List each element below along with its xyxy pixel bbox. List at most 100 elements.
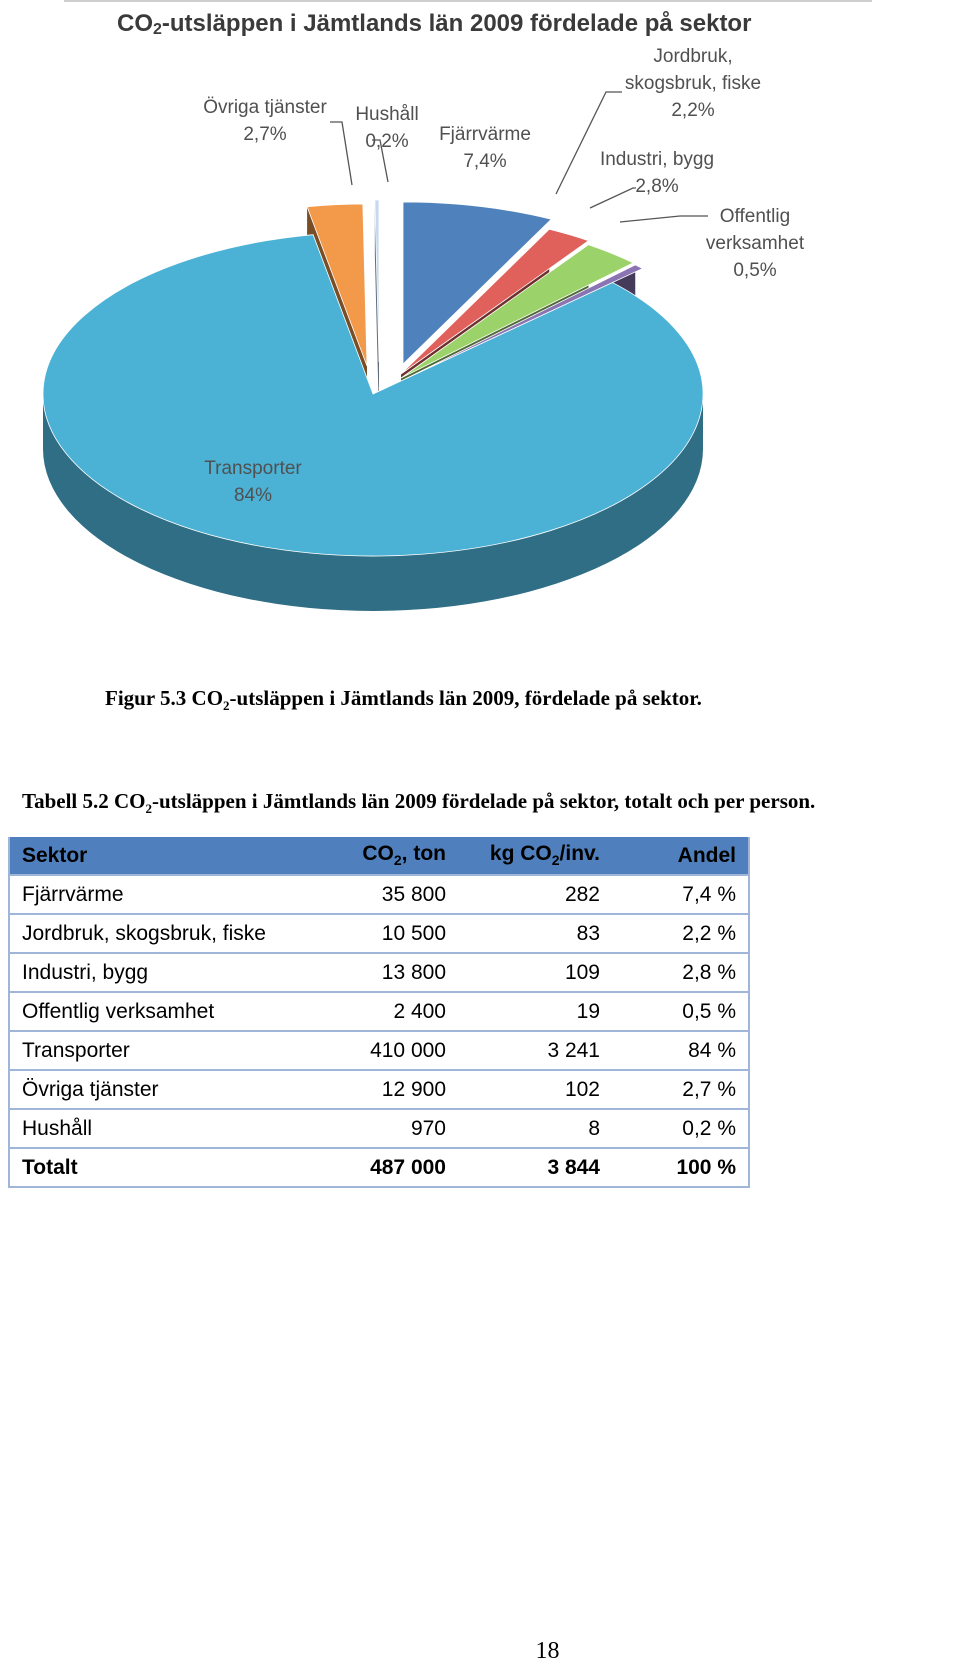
slice-label-line: 7,4% [463,151,506,172]
cell-co2-ton: 35 800 [324,875,458,915]
cell-sector: Totalt [9,1148,324,1188]
header-co2-ton: CO2, ton [324,837,458,876]
pie-slice-6 [374,199,380,363]
cell-co2-ton: 13 800 [324,953,458,993]
cell-share: 2,8 % [612,953,749,993]
leader-line-1 [555,91,622,195]
slice-label-6: Hushåll 0,2% [355,104,418,152]
slice-label-0: Fjärrvärme 7,4% [439,124,531,172]
pie-slice-3 [402,264,644,381]
cell-share: 2,7 % [612,1070,749,1110]
cell-share: 2,2 % [612,914,749,954]
pie-top-faces [42,199,704,557]
cell-kg-per-inv: 282 [458,875,612,915]
cell-kg-per-inv: 19 [458,992,612,1032]
leader-line-6 [372,139,389,183]
cell-share: 0,2 % [612,1109,749,1149]
pie-slice-1 [400,228,590,375]
slice-label-line: Fjärrvärme [439,124,531,145]
table-row: Fjärrvärme 35 800 282 7,4 % [9,875,749,915]
cell-kg-per-inv: 3 241 [458,1031,612,1071]
slice-label-4: Transporter 84% [204,458,302,506]
table-caption-sub: 2 [145,801,153,817]
cell-kg-per-inv: 8 [458,1109,612,1149]
cell-sector: Jordbruk, skogsbruk, fiske [9,914,324,954]
page-number: 18 [535,1638,560,1664]
cell-co2-ton: 10 500 [324,914,458,954]
slice-label-line: 0,5% [733,260,776,281]
pie-chart: CO2-utsläppen i Jämtlands län 2009 förde… [42,10,805,611]
cell-share: 84 % [612,1031,749,1071]
cell-sector: Fjärrvärme [9,875,324,915]
slice-label-line: Jordbruk, [653,46,732,67]
slice-label-line: 84% [234,485,272,506]
cell-sector: Offentlig verksamhet [9,992,324,1032]
cell-co2-ton: 487 000 [324,1148,458,1188]
figure-caption: Figur 5.3 CO2-utsläppen i Jämtlands län … [105,686,702,714]
leader-line-2 [589,187,636,209]
header-co2-prefix: CO [362,842,394,866]
figure-caption-prefix: Figur 5.3 CO [105,686,224,710]
cell-sector: Hushåll [9,1109,324,1149]
slice-label-1: Jordbruk, skogsbruk, fiske 2,2% [625,46,761,121]
table-caption-prefix: Tabell 5.2 CO [22,789,146,813]
cell-kg-per-inv: 102 [458,1070,612,1110]
header-kg-per-inv: kg CO2/inv. [458,837,612,876]
chart-title: CO2-utsläppen i Jämtlands län 2009 förde… [117,10,751,38]
header-sector: Sektor [9,837,324,876]
slice-label-line: verksamhet [706,233,805,254]
figure-caption-suffix: -utsläppen i Jämtlands län 2009, fördela… [229,686,702,710]
cell-kg-per-inv: 109 [458,953,612,993]
figure-caption-sub: 2 [223,698,230,714]
cell-share: 7,4 % [612,875,749,915]
slice-label-5: Övriga tjänster 2,7% [203,97,327,145]
cell-co2-ton: 970 [324,1109,458,1149]
slice-label-line: Industri, bygg [600,149,714,170]
table-row: Offentlig verksamhet 2 400 19 0,5 % [9,992,749,1032]
top-rule [64,0,872,2]
leader-line-3 [619,215,708,223]
slice-label-line: 2,2% [671,100,714,121]
sector-table: Sektor CO2, ton kg CO2/inv. Andel Fjärrv… [8,837,750,1188]
header-kg-sub: 2 [551,852,560,869]
header-co2-sub: 2 [393,852,402,869]
slice-label-line: skogsbruk, fiske [625,73,761,94]
chart-title-sub: 2 [153,21,162,38]
table-row: Jordbruk, skogsbruk, fiske 10 500 83 2,2 % [9,914,749,954]
slice-label-line: Offentlig [720,206,790,227]
header-share: Andel [612,837,749,876]
cell-sector: Transporter [9,1031,324,1071]
slice-label-line: 2,8% [635,176,678,197]
slice-label-line: Transporter [204,458,302,479]
cell-co2-ton: 12 900 [324,1070,458,1110]
slice-label-line: 0,2% [365,131,408,152]
leader-line-5 [330,121,353,186]
pie-side-4 [43,394,703,611]
table-row: Industri, bygg 13 800 109 2,8 % [9,953,749,993]
pie-slice-4 [42,234,704,557]
slice-label-3: Offentlig verksamhet 0,5% [706,206,805,281]
pie-slice-5 [306,203,368,367]
pie-slice-2 [400,244,635,379]
cell-kg-per-inv: 83 [458,914,612,954]
header-kg-prefix: kg CO [489,842,552,866]
table-header-row: Sektor CO2, ton kg CO2/inv. Andel [9,837,749,876]
cell-share: 100 % [612,1148,749,1188]
table-total-row: Totalt 487 000 3 844 100 % [9,1148,749,1188]
table-body: Fjärrvärme 35 800 282 7,4 % Jordbruk, skogs… [9,875,749,1188]
slice-label-line: 2,7% [243,124,286,145]
cell-sector: Övriga tjänster [9,1070,324,1110]
slice-label-line: Övriga tjänster [203,97,327,118]
cell-co2-ton: 2 400 [324,992,458,1032]
table-row: Transporter 410 000 3 241 84 % [9,1031,749,1071]
table-row: Hushåll 970 8 0,2 % [9,1109,749,1149]
cell-co2-ton: 410 000 [324,1031,458,1071]
table-row: Övriga tjänster 12 900 102 2,7 % [9,1070,749,1110]
cell-sector: Industri, bygg [9,953,324,993]
pie-labels: Fjärrvärme 7,4% Jordbruk, skogsbruk, fiske 2… [203,46,805,506]
slice-label-2: Industri, bygg 2,8% [600,149,714,197]
table-caption-suffix: -utsläppen i Jämtlands län 2009 fördelad… [152,789,816,813]
chart-title-suffix: -utsläppen i Jämtlands län 2009 fördelad… [162,10,752,37]
pie-leader-lines [330,91,708,223]
chart-title-prefix: CO [117,10,153,37]
